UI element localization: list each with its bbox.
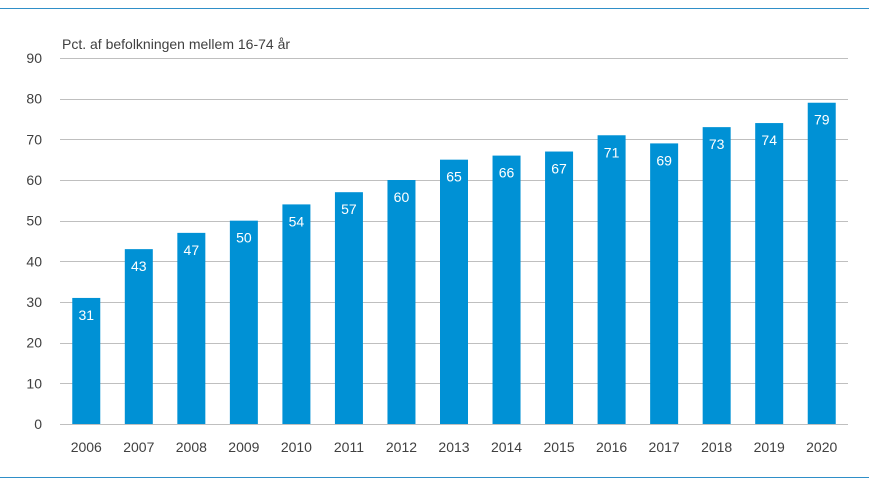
x-tick-label: 2019 — [754, 439, 785, 455]
data-label: 57 — [341, 201, 357, 217]
x-tick-label: 2011 — [334, 439, 364, 455]
data-label: 50 — [236, 230, 252, 246]
bar — [755, 123, 784, 425]
x-tick-label: 2013 — [438, 439, 469, 455]
x-tick-label: 2007 — [123, 439, 154, 455]
y-tick-label: 40 — [26, 253, 42, 269]
x-axis-ticks: 2006 2007 2008 2009 2010 2011 2012 2013 2014 2015… — [71, 439, 838, 455]
y-tick-label: 50 — [26, 213, 42, 229]
x-tick-label: 2018 — [701, 439, 732, 455]
data-label: 73 — [709, 136, 725, 152]
x-tick-label: 2017 — [649, 439, 680, 455]
y-tick-label: 10 — [26, 375, 42, 391]
data-label: 66 — [499, 165, 515, 181]
unit-label: Pct. af befolkningen mellem 16-74 år — [62, 36, 290, 52]
x-tick-label: 2016 — [596, 439, 627, 455]
y-tick-label: 20 — [26, 335, 42, 351]
data-label: 60 — [394, 189, 410, 205]
data-label: 47 — [184, 242, 200, 258]
bars — [72, 102, 836, 425]
bar — [702, 127, 731, 424]
y-tick-label: 80 — [26, 91, 42, 107]
bar — [650, 143, 679, 424]
data-label: 74 — [761, 132, 777, 148]
bar — [807, 102, 836, 424]
bar — [597, 135, 626, 424]
data-label: 65 — [446, 169, 462, 185]
data-label: 79 — [814, 112, 830, 128]
y-tick-label: 90 — [26, 50, 42, 66]
data-label: 54 — [289, 213, 305, 229]
y-tick-label: 0 — [34, 416, 42, 432]
bar — [282, 204, 311, 424]
bar — [177, 232, 206, 424]
x-tick-label: 2010 — [281, 439, 312, 455]
x-tick-label: 2008 — [176, 439, 207, 455]
bar — [72, 297, 101, 424]
bar — [124, 249, 153, 424]
x-tick-label: 2012 — [386, 439, 417, 455]
bar — [387, 180, 416, 424]
bar — [334, 192, 363, 424]
x-tick-label: 2006 — [71, 439, 102, 455]
data-label: 31 — [78, 307, 94, 323]
data-label: 43 — [131, 258, 147, 274]
data-label: 69 — [656, 152, 672, 168]
data-label: 67 — [551, 161, 567, 177]
y-axis-ticks: 0 10 20 30 40 50 60 70 80 90 — [26, 50, 42, 432]
x-tick-label: 2014 — [491, 439, 522, 455]
data-label: 71 — [604, 144, 620, 160]
data-labels: 31 43 47 50 54 57 60 65 66 67 71 69 73 74 79 — [78, 112, 829, 323]
bar — [440, 159, 468, 424]
bar — [492, 155, 521, 424]
x-tick-label: 2015 — [543, 439, 574, 455]
bar — [229, 220, 258, 424]
y-tick-label: 30 — [26, 294, 42, 310]
x-tick-label: 2020 — [806, 439, 837, 455]
x-tick-label: 2009 — [228, 439, 259, 455]
y-tick-label: 60 — [26, 172, 42, 188]
y-tick-label: 70 — [26, 131, 42, 147]
bar — [545, 151, 574, 425]
